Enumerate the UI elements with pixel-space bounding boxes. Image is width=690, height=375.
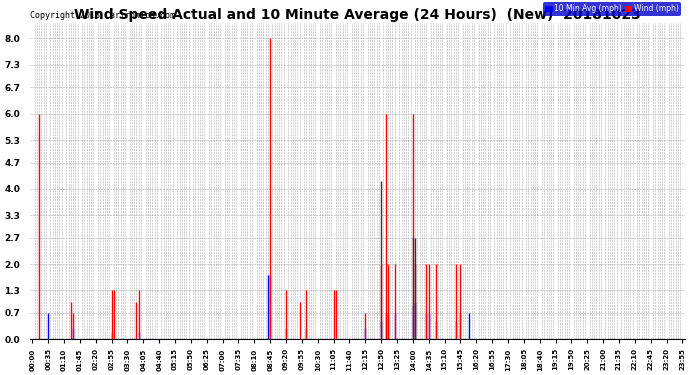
Legend: 10 Min Avg (mph), Wind (mph): 10 Min Avg (mph), Wind (mph): [543, 2, 681, 16]
Title: Wind Speed Actual and 10 Minute Average (24 Hours)  (New)  20181023: Wind Speed Actual and 10 Minute Average …: [74, 8, 641, 22]
Text: Copyright 2018 Cartronics.com: Copyright 2018 Cartronics.com: [30, 11, 175, 20]
